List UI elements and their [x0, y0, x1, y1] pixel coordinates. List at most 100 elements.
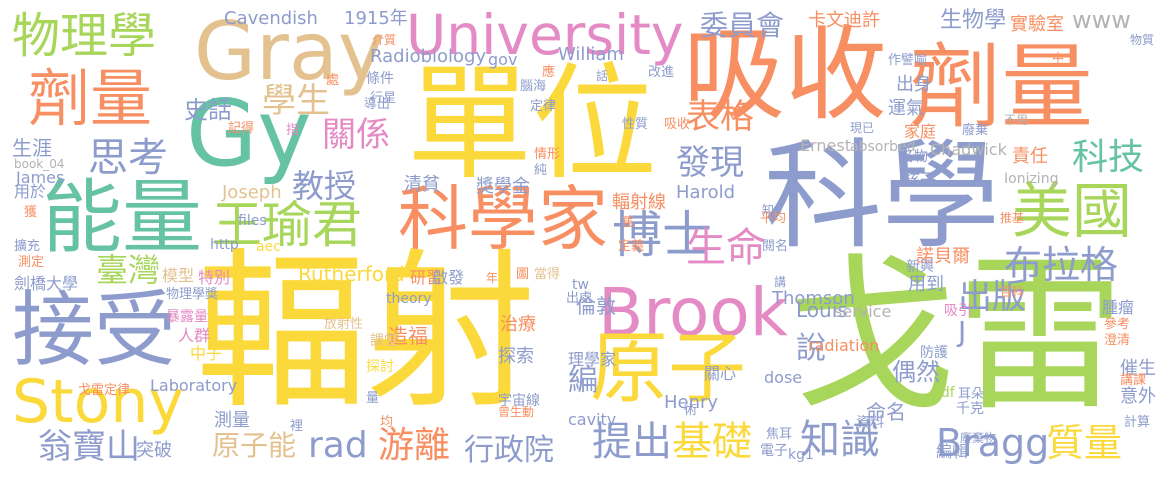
word: 吸引 [944, 303, 972, 319]
word: 王瑜君 [212, 196, 362, 254]
word: 命名 [866, 400, 906, 424]
word: service [834, 302, 892, 321]
word: 卡文迪許 [808, 10, 880, 31]
word: 輻射 [196, 234, 537, 432]
word: tw [572, 277, 589, 293]
word: Thomson [772, 288, 855, 309]
word: 腦海 [520, 79, 547, 94]
word: 游離 [378, 425, 451, 466]
word: 發現 [676, 143, 744, 183]
word: 宇宙線 [498, 393, 540, 409]
word: 理學家 [568, 350, 617, 369]
word: 量 [366, 391, 380, 406]
word: http [210, 237, 239, 253]
word: 生物學 [940, 8, 1007, 33]
word: 原子能 [212, 429, 297, 462]
word: Rutherford [298, 262, 405, 286]
word: Ionizing [1004, 171, 1059, 187]
word: 突破 [136, 440, 172, 461]
word: 思考 [88, 135, 168, 181]
word: 關心 [704, 364, 737, 383]
word: 單位 [407, 52, 657, 197]
word: 物理學 [12, 8, 157, 64]
word: 作譬喻 [888, 53, 928, 68]
word: 獎學金 [476, 176, 530, 197]
word: 平均 [760, 211, 787, 226]
word: 關係 [322, 115, 390, 155]
word: 臺灣 [96, 251, 161, 289]
word: 輻射線 [612, 192, 666, 213]
word: 能量 [42, 171, 202, 264]
word: 質量 [1046, 421, 1123, 465]
word: 課堂 [370, 333, 398, 349]
word: 年 [486, 271, 499, 285]
word: 1915年 [344, 8, 408, 29]
word: 閱名 [762, 239, 789, 254]
word: Chadwick [930, 140, 1007, 159]
word: cavity [568, 410, 617, 429]
word: 中子 [190, 344, 223, 363]
word: 耳朵 [958, 387, 985, 402]
word: 中 [1052, 51, 1065, 65]
word: 科技 [1072, 137, 1145, 178]
word: 擴充 [14, 239, 41, 254]
word: 名物 [900, 149, 928, 165]
word: 劑量 [28, 62, 153, 135]
word: 不用 [1004, 113, 1029, 127]
word: book_04 [14, 157, 65, 171]
word: 裡 [290, 419, 304, 434]
word: 曾生動 [498, 405, 535, 419]
word: 參考 [1104, 317, 1131, 332]
word: Gy [186, 80, 312, 187]
word: 探討 [366, 359, 394, 375]
word: 記得 [228, 121, 255, 136]
word: 測定 [18, 255, 45, 270]
word: 基礎 [672, 419, 752, 465]
word: 講 [774, 275, 787, 289]
word: Joseph [222, 182, 282, 203]
word: 均 [380, 415, 394, 430]
word: 知 [762, 203, 775, 217]
word: 應 [542, 65, 556, 80]
word: J [958, 315, 967, 348]
word: 實驗室 [1010, 14, 1064, 35]
word: 指 [286, 123, 300, 138]
word: 電子 [760, 443, 788, 459]
word: Harold [676, 182, 736, 203]
word: 現已 [850, 121, 875, 135]
word: 清貧 [404, 174, 440, 195]
word: 啟發 [432, 268, 465, 287]
word: 人群 [178, 326, 211, 345]
word: 學生 [262, 81, 330, 121]
word: 偶然 [892, 358, 940, 386]
word: 史話 [184, 96, 232, 124]
word: pdf [932, 385, 955, 401]
word: 物理學獎 [166, 287, 219, 302]
word: 改進 [648, 65, 675, 80]
word: theory [386, 291, 432, 307]
word: 出處 [566, 291, 593, 306]
word: 測量 [214, 410, 250, 431]
word: 術 [684, 403, 698, 418]
word: 出版 [958, 277, 1026, 317]
word: 探索 [498, 346, 534, 367]
word: 諾貝爾 [916, 246, 970, 267]
word: 知識 [800, 417, 880, 463]
word: kg1 [788, 447, 814, 463]
word: 話 [596, 69, 609, 83]
word: 造福 [388, 324, 428, 348]
word: Henry [664, 392, 719, 413]
word: 科學 [764, 127, 1001, 265]
word: 防護 [920, 345, 948, 361]
word: 舊 [622, 215, 635, 229]
word: Radiobiology [370, 46, 487, 67]
word: 推基 [1000, 211, 1025, 225]
word: 博士 [612, 206, 712, 264]
word: 生命 [686, 225, 766, 271]
word: 導出 [364, 97, 391, 112]
word: 講課 [1120, 373, 1147, 388]
word: Brook [598, 274, 788, 351]
word: 行星 [370, 91, 397, 106]
word: 委員會 [700, 9, 785, 42]
